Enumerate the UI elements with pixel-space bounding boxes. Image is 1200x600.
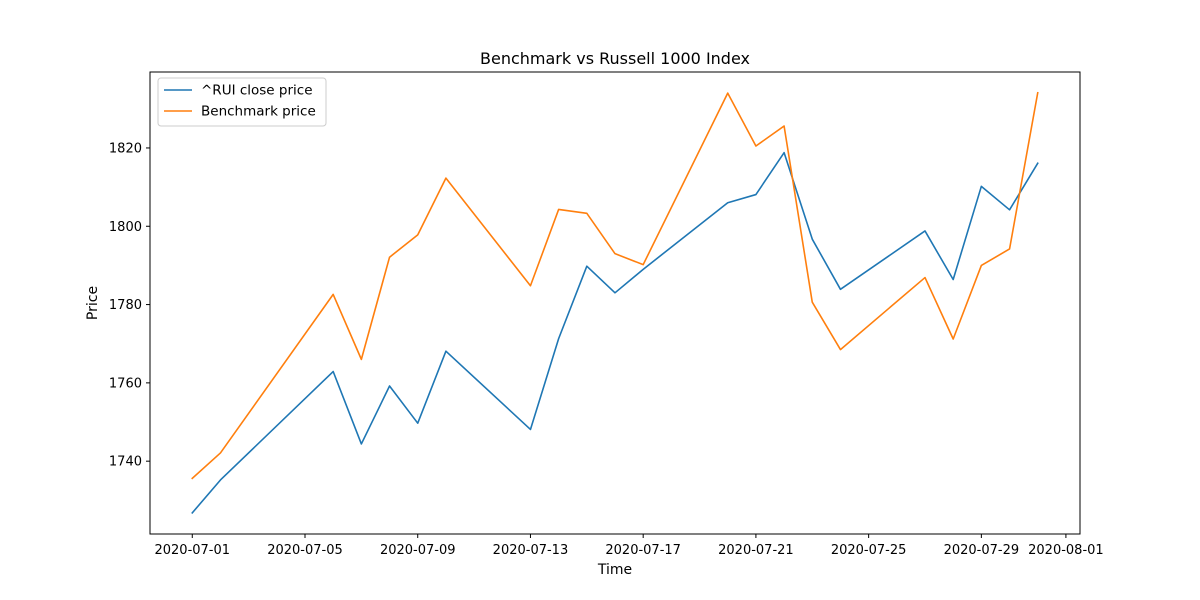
x-tick-label: 2020-08-01 xyxy=(1028,543,1104,558)
x-tick-label: 2020-07-01 xyxy=(154,543,230,558)
x-axis-label: Time xyxy=(597,562,632,578)
legend-box xyxy=(157,77,327,127)
y-axis: 1740 1760 1780 1800 1820 xyxy=(109,141,150,470)
legend: ^RUI close price Benchmark price xyxy=(157,77,327,127)
y-tick-label: 1780 xyxy=(109,298,142,313)
x-tick-label: 2020-07-25 xyxy=(831,543,907,558)
x-tick-label: 2020-07-13 xyxy=(493,543,569,558)
y-tick-label: 1740 xyxy=(109,455,142,470)
x-tick-label: 2020-07-05 xyxy=(267,543,343,558)
x-tick-label: 2020-07-09 xyxy=(380,543,456,558)
y-tick-label: 1760 xyxy=(109,376,142,391)
series-line-benchmark-price xyxy=(191,91,1039,480)
y-tick-label: 1820 xyxy=(109,141,142,156)
legend-entry-label: Benchmark price xyxy=(201,104,316,120)
y-axis-label: Price xyxy=(85,286,101,320)
x-axis: 2020-07-01 2020-07-05 2020-07-09 2020-07-13… xyxy=(154,534,1104,558)
series-layer xyxy=(191,91,1039,514)
x-tick-label: 2020-07-21 xyxy=(718,543,794,558)
chart-title: Benchmark vs Russell 1000 Index xyxy=(480,49,750,68)
y-tick-label: 1800 xyxy=(109,220,142,235)
x-tick-label: 2020-07-29 xyxy=(944,543,1020,558)
x-tick-label: 2020-07-17 xyxy=(605,543,681,558)
legend-entry-label: ^RUI close price xyxy=(201,83,313,99)
series-line-rui-close-price xyxy=(191,151,1039,514)
plot-frame xyxy=(149,71,1081,535)
